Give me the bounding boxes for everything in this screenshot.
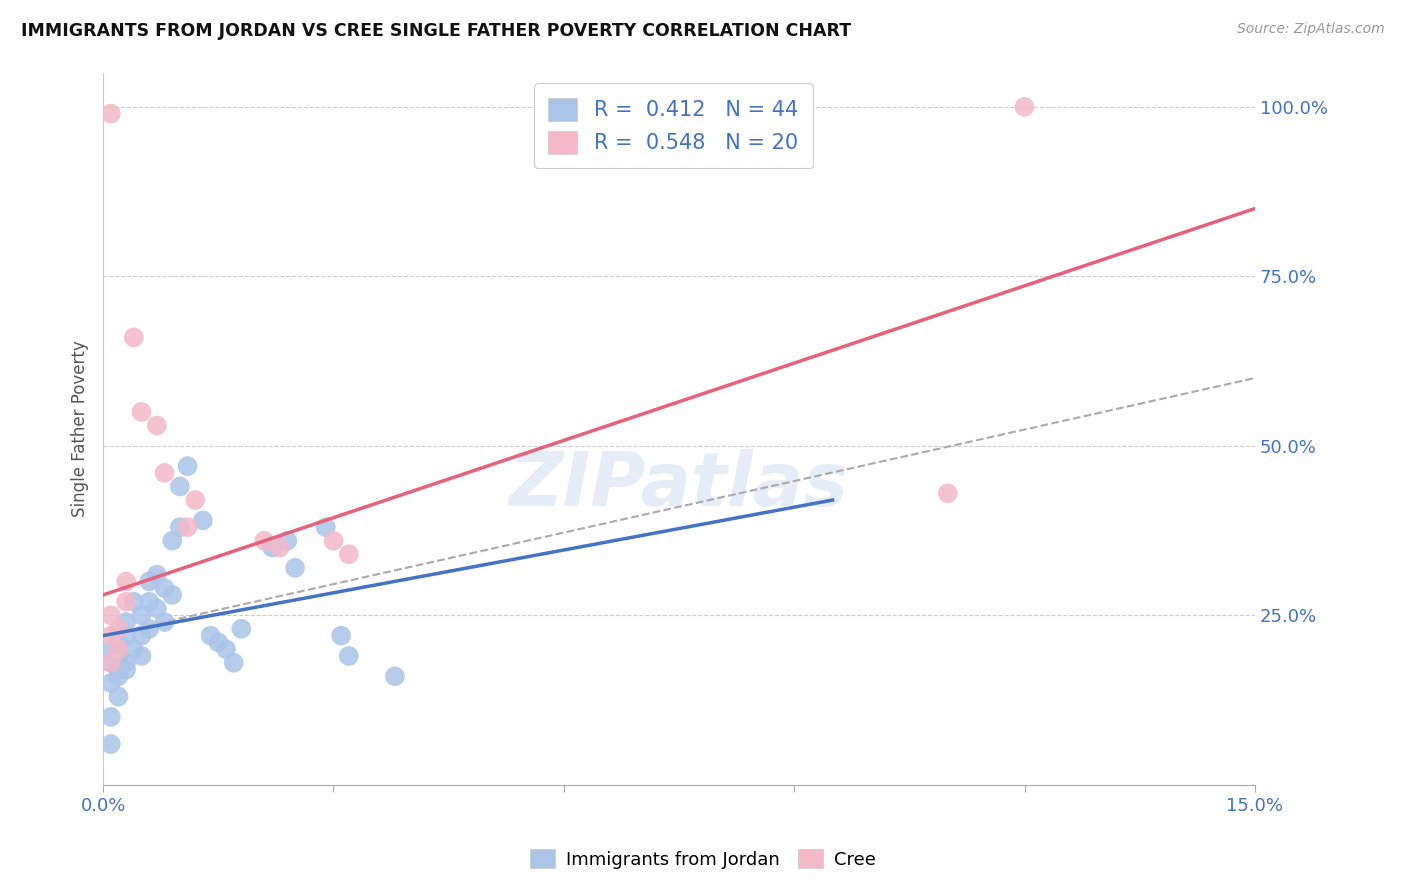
Point (122, 642, 145, 657)
Y-axis label: Single Father Poverty: Single Father Poverty (72, 341, 89, 517)
Point (131, 648, 153, 663)
Point (138, 595, 160, 609)
Point (100, 656, 122, 670)
Point (231, 622, 253, 636)
Point (115, 663, 138, 677)
Point (337, 547, 360, 561)
Point (153, 615, 176, 629)
Point (160, 533, 183, 548)
Point (169, 520, 191, 534)
Point (100, 608, 122, 623)
Point (160, 588, 183, 602)
Point (322, 533, 344, 548)
Point (936, 486, 959, 500)
Point (146, 567, 169, 582)
Point (169, 479, 191, 493)
Text: Source: ZipAtlas.com: Source: ZipAtlas.com (1237, 22, 1385, 37)
Point (115, 629, 138, 643)
Point (337, 648, 360, 663)
Point (100, 737, 122, 751)
Point (107, 642, 129, 657)
Point (131, 629, 153, 643)
Point (115, 615, 138, 629)
Point (131, 405, 153, 419)
Point (260, 541, 283, 555)
Point (100, 629, 122, 643)
Point (153, 466, 176, 480)
Point (107, 669, 129, 683)
Point (269, 541, 291, 555)
Point (276, 533, 298, 548)
Point (146, 601, 169, 615)
Point (100, 656, 122, 670)
Point (153, 581, 176, 595)
Point (384, 669, 406, 683)
Point (207, 635, 229, 649)
Point (107, 635, 129, 649)
Point (200, 629, 222, 643)
Point (100, 642, 122, 657)
Point (330, 629, 353, 643)
Point (315, 520, 337, 534)
Point (253, 533, 276, 548)
Point (284, 561, 307, 575)
Point (100, 106, 122, 120)
Point (176, 459, 198, 474)
Point (184, 493, 207, 508)
Text: IMMIGRANTS FROM JORDAN VS CREE SINGLE FATHER POVERTY CORRELATION CHART: IMMIGRANTS FROM JORDAN VS CREE SINGLE FA… (21, 22, 851, 40)
Legend: R =  0.412   N = 44, R =  0.548   N = 20: R = 0.412 N = 44, R = 0.548 N = 20 (534, 83, 813, 169)
Point (191, 513, 214, 527)
Point (215, 642, 238, 657)
Point (138, 574, 160, 589)
Legend: Immigrants from Jordan, Cree: Immigrants from Jordan, Cree (523, 841, 883, 876)
Point (131, 608, 153, 623)
Point (176, 520, 198, 534)
Point (115, 656, 138, 670)
Point (122, 330, 145, 344)
Point (107, 663, 129, 677)
Point (146, 418, 169, 433)
Point (1014, 100, 1036, 114)
Point (115, 574, 138, 589)
Text: ZIPatlas: ZIPatlas (509, 450, 849, 523)
Point (100, 710, 122, 724)
Point (100, 676, 122, 690)
Point (107, 622, 129, 636)
Point (122, 595, 145, 609)
Point (138, 622, 160, 636)
Point (222, 656, 245, 670)
Point (107, 690, 129, 704)
Point (115, 595, 138, 609)
Point (107, 648, 129, 663)
